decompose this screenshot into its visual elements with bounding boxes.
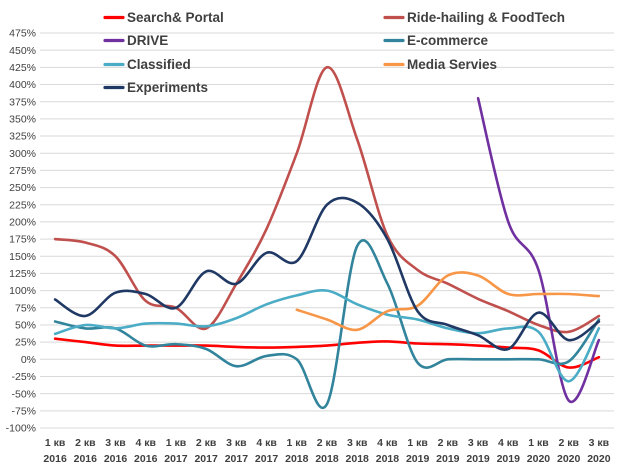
series-line-experiments <box>53 196 601 351</box>
y-tick-label: 300% <box>9 148 36 160</box>
series-line-drive <box>476 97 601 404</box>
x-axis-tick-labels: 1 кв 2016 2 кв 2016 3 кв 2016 4 кв 2016 1 кв 2017… <box>43 437 610 465</box>
x-tick-label-quarter: 2 кв <box>558 437 579 449</box>
y-tick-label: 450% <box>9 45 36 57</box>
series-line-e-commerce <box>53 239 601 409</box>
series-lines <box>53 66 601 409</box>
x-tick-label-quarter: 3 кв <box>226 437 247 449</box>
legend-item-media-servies: Media Servies <box>383 57 497 72</box>
y-tick-label: -75% <box>11 405 36 417</box>
y-tick-label: 400% <box>9 79 36 91</box>
legend-label: Experiments <box>127 80 208 95</box>
x-tick-label-year: 2020 <box>557 453 581 465</box>
x-tick-label-quarter: 4 кв <box>377 437 398 449</box>
x-tick-label-year: 2019 <box>497 453 521 465</box>
x-tick-label-year: 2018 <box>285 453 309 465</box>
legend-label: E-commerce <box>407 33 489 48</box>
x-tick-label-year: 2019 <box>406 453 430 465</box>
x-tick-label-quarter: 3 кв <box>589 437 610 449</box>
legend-item-search-portal: Search& Portal <box>103 10 224 25</box>
y-tick-label: 475% <box>9 28 36 40</box>
x-tick-label-year: 2018 <box>376 453 400 465</box>
legend-label: Media Servies <box>407 57 497 72</box>
x-tick-label-year: 2017 <box>225 453 249 465</box>
x-tick-label-quarter: 3 кв <box>105 437 126 449</box>
y-tick-label: 125% <box>9 268 36 280</box>
x-tick-label-quarter: 2 кв <box>438 437 459 449</box>
y-tick-label: 175% <box>9 234 36 246</box>
x-tick-label-year: 2020 <box>527 453 551 465</box>
y-tick-label: 50% <box>15 320 36 332</box>
x-tick-label-year: 2018 <box>346 453 370 465</box>
y-tick-label: 375% <box>9 96 36 108</box>
x-tick-label-quarter: 2 кв <box>196 437 217 449</box>
y-tick-label: 100% <box>9 285 36 297</box>
x-tick-label-year: 2019 <box>436 453 460 465</box>
legend-label: Ride-hailing & FoodTech <box>407 10 565 25</box>
x-tick-label-year: 2017 <box>255 453 279 465</box>
x-tick-label-year: 2017 <box>194 453 218 465</box>
y-tick-label: -25% <box>11 371 36 383</box>
series-line-ride-hailing-foodtech <box>53 66 601 334</box>
x-tick-label-year: 2020 <box>587 453 611 465</box>
legend-item-experiments: Experiments <box>103 80 208 95</box>
series-line-classified <box>53 288 601 383</box>
y-tick-label: 25% <box>15 337 36 349</box>
x-tick-label-year: 2016 <box>104 453 128 465</box>
y-tick-label: 225% <box>9 199 36 211</box>
legend-label: Search& Portal <box>127 10 224 25</box>
y-tick-label: 200% <box>9 217 36 229</box>
legend-item-e-commerce: E-commerce <box>383 33 489 48</box>
y-tick-label: 350% <box>9 113 36 125</box>
x-tick-label-quarter: 1 кв <box>45 437 66 449</box>
legend-item-classified: Classified <box>103 57 191 72</box>
y-tick-label: -100% <box>6 423 36 435</box>
x-tick-label-quarter: 3 кв <box>468 437 489 449</box>
x-tick-label-quarter: 2 кв <box>75 437 96 449</box>
x-tick-label-quarter: 4 кв <box>136 437 157 449</box>
y-tick-label: 150% <box>9 251 36 263</box>
y-tick-label: 0% <box>21 354 36 366</box>
x-tick-label-quarter: 1 кв <box>166 437 187 449</box>
x-tick-label-year: 2016 <box>43 453 67 465</box>
y-tick-label: 275% <box>9 165 36 177</box>
x-tick-label-quarter: 3 кв <box>347 437 368 449</box>
y-axis-tick-labels: -100% -75% -50% -25% 0% 25% 50% 75% 100% 125% 150%… <box>6 28 36 435</box>
x-tick-label-year: 2016 <box>134 453 158 465</box>
y-tick-label: 325% <box>9 131 36 143</box>
series-line-media-servies <box>295 271 601 332</box>
y-tick-label: -50% <box>11 388 36 400</box>
series-line-search-portal <box>53 337 601 369</box>
legend-label: Classified <box>127 57 191 72</box>
x-tick-label-quarter: 2 кв <box>317 437 338 449</box>
x-tick-label-quarter: 1 кв <box>287 437 308 449</box>
x-tick-label-quarter: 4 кв <box>498 437 519 449</box>
x-tick-label-year: 2019 <box>466 453 490 465</box>
x-tick-label-quarter: 1 кв <box>528 437 549 449</box>
y-tick-label: 250% <box>9 182 36 194</box>
x-tick-label-year: 2016 <box>74 453 98 465</box>
legend-item-drive: DRIVE <box>103 33 168 48</box>
x-tick-label-quarter: 4 кв <box>256 437 277 449</box>
y-tick-label: 75% <box>15 302 36 314</box>
y-tick-label: 425% <box>9 62 36 74</box>
legend: Search& Portal Ride-hailing & FoodTech DRI… <box>103 10 565 95</box>
x-tick-label-year: 2017 <box>164 453 188 465</box>
legend-item-ride-hailing-foodtech: Ride-hailing & FoodTech <box>383 10 565 25</box>
x-tick-label-quarter: 1 кв <box>407 437 428 449</box>
legend-label: DRIVE <box>127 33 168 48</box>
x-tick-label-year: 2018 <box>315 453 339 465</box>
